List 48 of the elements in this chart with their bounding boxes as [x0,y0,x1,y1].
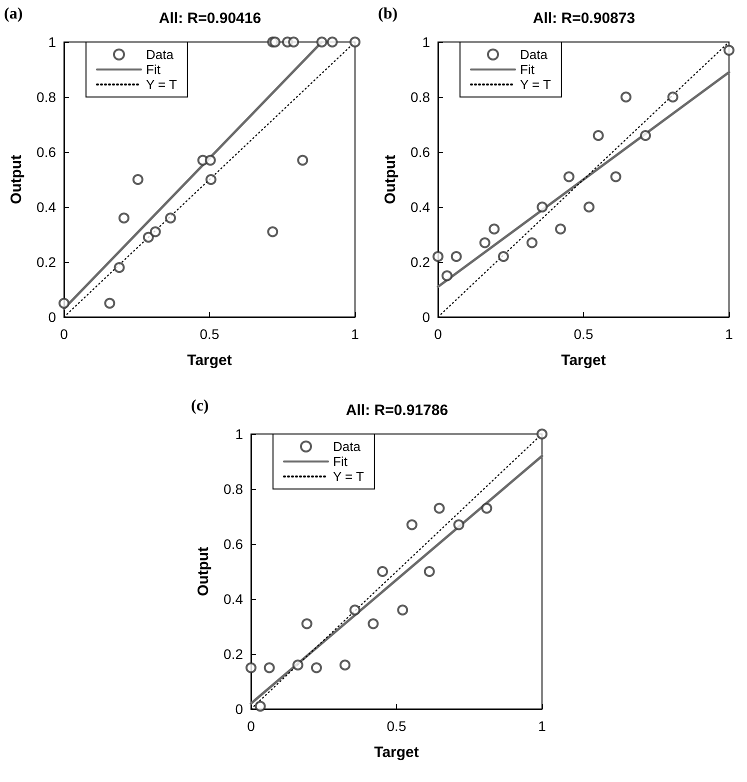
y-tick-label: 1 [48,34,56,50]
x-axis-title: Target [561,352,606,369]
y-tick-label: 0.4 [36,199,56,215]
x-tick-label: 0.5 [200,326,220,342]
legend-label: Fit [520,62,535,77]
legend-label: Data [146,47,174,62]
x-tick-label: 1 [725,326,734,342]
y-tick-label: 0.8 [36,89,56,105]
y-tick-label: 0.2 [36,254,56,270]
y-axis-title: Output [8,154,25,204]
legend-label: Y = T [333,469,364,484]
legend-label: Fit [333,454,348,469]
y-tick-label: 0.6 [224,536,244,552]
y-tick-label: 0.4 [224,591,244,607]
y-tick-label: 1 [422,34,430,50]
y-tick-label: 0.6 [36,144,56,160]
legend-label: Y = T [520,77,552,92]
x-tick-label: 0 [434,326,442,342]
text: (a) [4,6,23,22]
text: (b) [378,6,398,22]
y-tick-label: 0.8 [410,89,430,105]
y-tick-label: 0 [235,701,244,717]
chart-title: All: R=0.91786 [346,402,448,419]
y-tick-label: 1 [235,426,244,442]
legend-label: Fit [146,62,161,77]
chart-title: All: R=0.90873 [532,10,636,27]
x-tick-label: 0 [60,326,68,342]
legend-label: Data [333,439,362,454]
y-tick-label: 0.8 [224,481,244,497]
y-tick-label: 0.6 [410,144,430,160]
y-tick-label: 0.2 [410,254,430,270]
x-axis-title: Target [187,352,232,369]
y-axis-title: Output [382,154,399,204]
legend-label: Y = T [146,77,178,92]
y-tick-label: 0.4 [410,199,430,215]
chart-title: All: R=0.90416 [158,10,262,27]
y-tick-label: 0.2 [224,646,244,662]
legend-label: Data [520,47,548,62]
text: (c) [191,398,209,414]
x-tick-label: 0 [247,718,256,734]
x-tick-label: 0.5 [574,326,594,342]
y-axis-title: Output [195,546,212,596]
x-axis-title: Target [374,744,419,761]
y-tick-label: 0 [422,309,430,325]
x-tick-label: 0.5 [386,718,406,734]
x-tick-label: 1 [538,718,546,734]
x-tick-label: 1 [351,326,360,342]
y-tick-label: 0 [48,309,56,325]
